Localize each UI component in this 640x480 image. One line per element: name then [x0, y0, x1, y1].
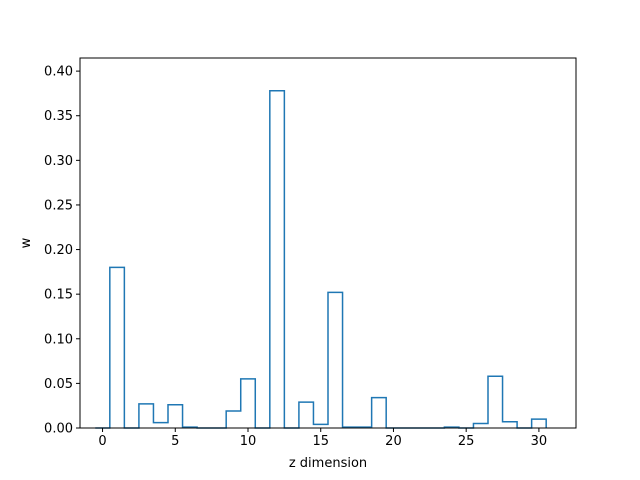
y-axis-label: w [19, 237, 34, 248]
y-tick-label: 0.15 [44, 288, 73, 303]
x-tick-label: 10 [240, 434, 257, 449]
y-axis: 0.00 0.05 0.10 0.15 0.20 0.25 0.30 0.35 0.40 [44, 65, 80, 437]
x-tick-label: 15 [312, 434, 329, 449]
y-tick-label: 0.00 [44, 422, 73, 437]
y-tick-label: 0.20 [44, 243, 73, 258]
x-tick-label: 5 [171, 434, 179, 449]
axes-frame [79, 57, 577, 429]
y-tick-label: 0.35 [44, 109, 73, 124]
x-tick-label: 0 [98, 434, 106, 449]
x-tick-label: 30 [531, 434, 548, 449]
x-axis: 0 5 10 15 20 25 30 [98, 428, 547, 449]
y-tick-label: 0.05 [44, 377, 73, 392]
y-tick-label: 0.40 [44, 65, 73, 80]
y-tick-label: 0.30 [44, 154, 73, 169]
plot-area [95, 89, 547, 429]
y-tick-label: 0.10 [44, 332, 73, 347]
x-tick-label: 25 [458, 434, 475, 449]
x-tick-label: 20 [385, 434, 402, 449]
y-tick-label: 0.25 [44, 198, 73, 213]
histogram-step-line [95, 89, 547, 429]
x-axis-label: z dimension [289, 456, 367, 471]
